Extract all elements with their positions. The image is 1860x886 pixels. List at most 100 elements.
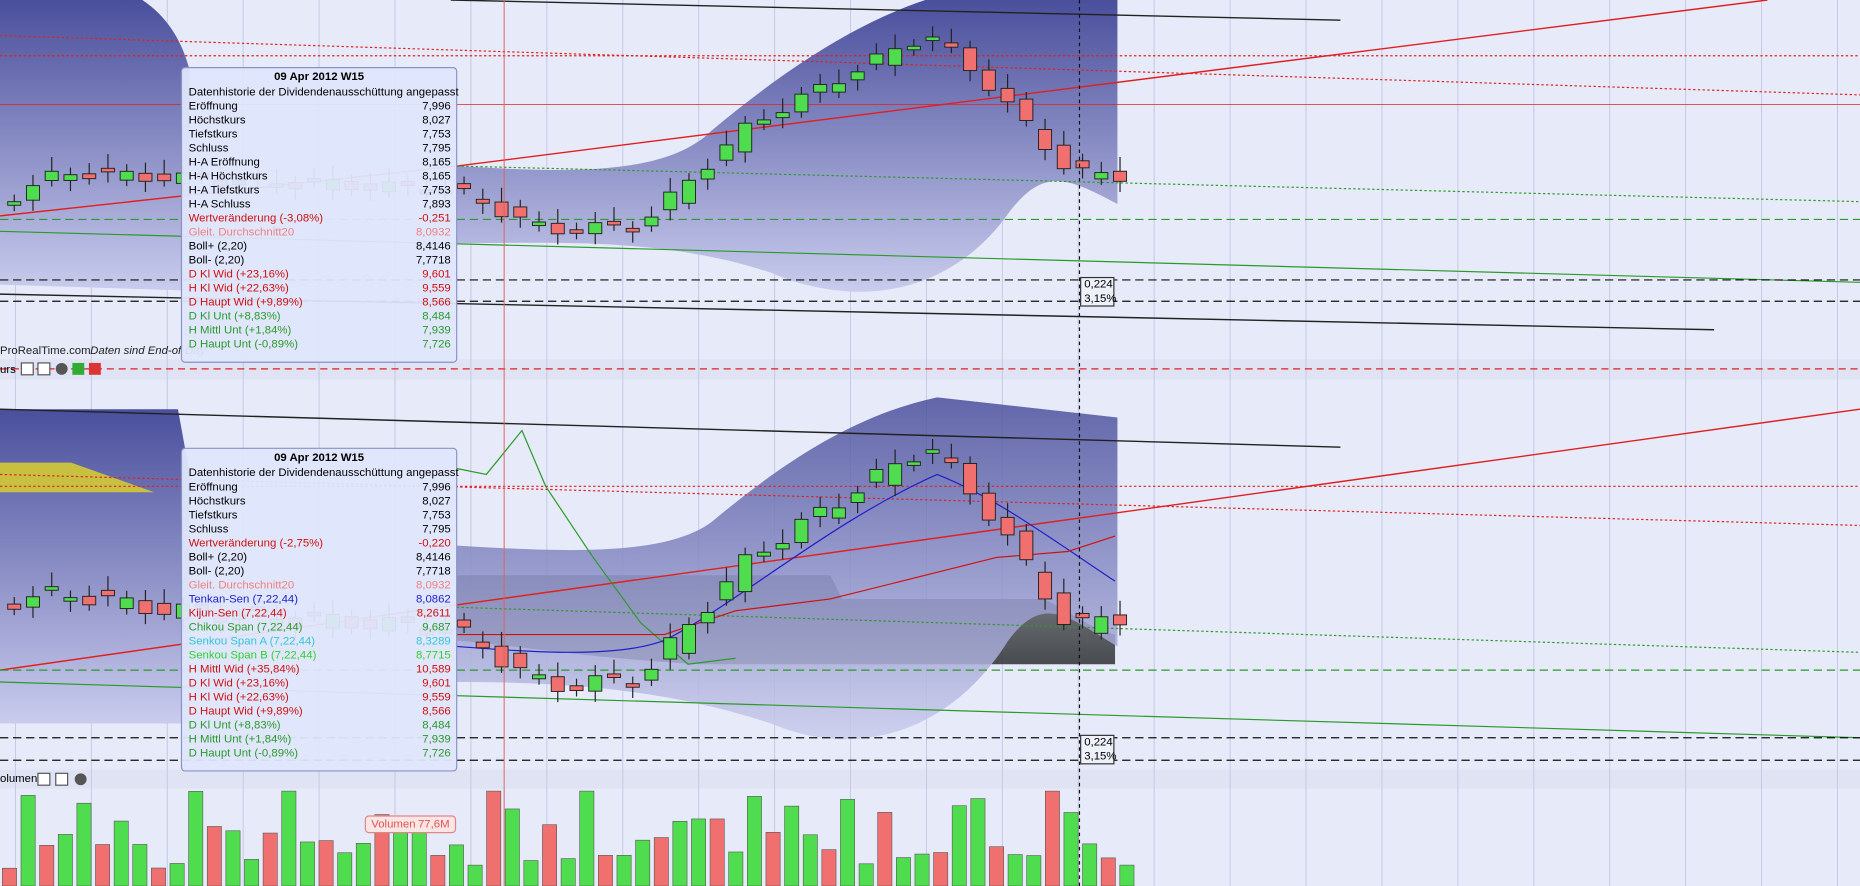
- source: ProRealTime.com: [0, 345, 91, 357]
- volume-bar: [728, 851, 744, 886]
- row-value: 8,165: [422, 171, 450, 183]
- candle: [775, 543, 790, 550]
- volume-bar: [430, 855, 446, 886]
- candle: [775, 112, 790, 119]
- candle: [888, 463, 903, 486]
- box: [1080, 734, 1115, 765]
- row-value: 7,753: [422, 509, 450, 521]
- row-value: 8,0932: [416, 579, 451, 591]
- volume-bar: [933, 852, 949, 886]
- tooltip-box: [180, 67, 458, 363]
- candle: [1094, 172, 1109, 180]
- volume-panel: [0, 788, 1860, 886]
- row-value: -0,220: [418, 537, 450, 549]
- candle: [606, 220, 621, 226]
- row-label: Tenkan-Sen (7,22,44): [189, 593, 299, 605]
- tooltip-title: 09 Apr 2012 W15: [274, 452, 365, 464]
- row-label: Schluss: [189, 523, 229, 535]
- volume-bar: [300, 841, 315, 886]
- candle: [944, 457, 959, 464]
- candle: [719, 581, 734, 601]
- candle: [513, 652, 528, 669]
- row-label: D Haupt Unt (-0,89%): [189, 747, 299, 759]
- candle: [457, 183, 472, 190]
- candle: [944, 42, 959, 48]
- volume-bars: [2, 790, 1135, 886]
- row-value: 7,7718: [416, 565, 451, 577]
- row-label: D Kl Wid (+23,16%): [189, 677, 289, 689]
- down-icon[interactable]: [88, 362, 101, 375]
- row-label: Chikou Span (7,22,44): [189, 621, 303, 633]
- box: [1080, 276, 1115, 307]
- volume-bar: [1007, 854, 1023, 886]
- row-value: 7,753: [422, 129, 450, 141]
- value-box: 0,224 3,15%: [1080, 276, 1116, 307]
- row-value: 9,559: [422, 691, 450, 703]
- volume-bar: [57, 834, 73, 886]
- volume-bar: [970, 798, 986, 886]
- volume-bar: [1100, 857, 1116, 886]
- row-label: H-A Schluss: [189, 199, 251, 211]
- candle: [794, 518, 809, 544]
- row-label: Kijun-Sen (7,22,44): [189, 607, 287, 619]
- candle: [738, 122, 753, 153]
- volume-bar: [784, 805, 800, 886]
- volume-bar: [225, 830, 241, 886]
- volume-bar: [1119, 864, 1135, 886]
- row-label: Wertveränderung (-2,75%): [189, 537, 324, 549]
- row-label: Boll- (2,20): [189, 255, 245, 267]
- row-label: Eröffnung: [189, 481, 238, 493]
- window-icon[interactable]: [37, 362, 51, 376]
- volume-bar: [449, 844, 464, 886]
- candle: [813, 506, 828, 517]
- close-icon[interactable]: [55, 362, 68, 375]
- candle: [138, 172, 153, 182]
- up-icon[interactable]: [72, 362, 85, 375]
- row-value: 8,2611: [417, 607, 451, 619]
- disclaimer: Daten sind End-of-Day: [90, 345, 206, 357]
- change-pct: 3,15%: [1084, 293, 1116, 305]
- volume-bar: [151, 867, 166, 886]
- candle: [681, 624, 696, 654]
- candle: [925, 449, 940, 454]
- candle: [588, 675, 603, 692]
- volume-label: Volumen 77,6M: [364, 815, 457, 834]
- close-icon[interactable]: [74, 773, 87, 786]
- candle: [644, 216, 659, 227]
- candle: [1075, 160, 1090, 169]
- window-icon[interactable]: [55, 772, 69, 786]
- row-value: 8,4146: [416, 551, 451, 563]
- row-label: D Kl Unt (+8,83%): [189, 311, 281, 323]
- bollinger-band: [456, 397, 1118, 740]
- row-value: 7,753: [422, 185, 450, 197]
- candle: [1094, 616, 1109, 634]
- volume-bar: [653, 837, 669, 886]
- row-label: Höchstkurs: [189, 495, 246, 507]
- candle: [44, 586, 59, 591]
- candle: [756, 551, 771, 557]
- candle: [1056, 144, 1071, 170]
- toolbar-icons[interactable]: [37, 772, 87, 786]
- toolbar-icons[interactable]: [20, 362, 101, 376]
- candle: [82, 595, 97, 606]
- resistance-line: [0, 34, 1860, 96]
- candle: [906, 45, 921, 51]
- row-label: Boll- (2,20): [189, 565, 245, 577]
- row-label: Höchstkurs: [189, 115, 246, 127]
- row-value: 9,601: [422, 269, 450, 281]
- candle: [663, 637, 678, 660]
- settings-icon[interactable]: [20, 362, 34, 376]
- settings-icon[interactable]: [37, 772, 51, 786]
- candle: [119, 597, 134, 610]
- row-value: 8,484: [422, 311, 450, 323]
- volume-bar: [877, 812, 893, 886]
- row-label: Boll+ (2,20): [189, 241, 248, 253]
- candle: [550, 676, 565, 692]
- volume-bar: [616, 855, 632, 886]
- candle: [850, 492, 865, 503]
- row-value: -0,251: [418, 213, 450, 225]
- row-value: 7,996: [422, 481, 450, 493]
- candle: [1113, 614, 1128, 626]
- row-value: 7,939: [422, 733, 450, 745]
